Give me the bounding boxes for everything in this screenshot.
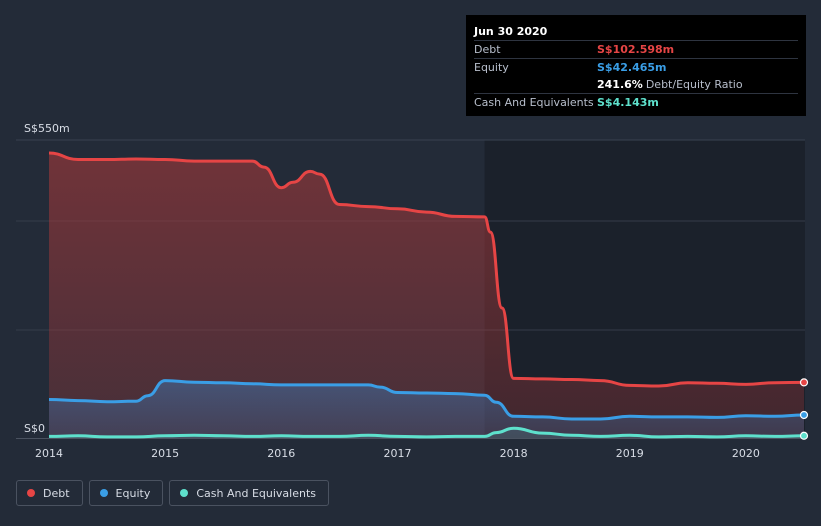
legend-label-equity: Equity (115, 486, 151, 500)
legend-item-equity[interactable]: Equity (88, 480, 164, 506)
chart-legend: Debt Equity Cash And Equivalents (16, 480, 329, 506)
x-tick-label: 2018 (500, 447, 528, 460)
tooltip-row-debt: Debt S$102.598m (474, 40, 798, 58)
legend-label-debt: Debt (43, 486, 70, 500)
tooltip-value-equity: S$42.465m (597, 61, 667, 74)
debt-area (49, 153, 804, 438)
x-tick-label: 2014 (35, 447, 63, 460)
legend-dot-cash (180, 489, 189, 497)
y-axis-top-label: S$550m (24, 122, 70, 135)
tooltip-value-cash: S$4.143m (597, 96, 659, 109)
tooltip-panel: Jun 30 2020 Debt S$102.598m Equity S$42.… (466, 15, 806, 116)
x-tick-label: 2015 (151, 447, 179, 460)
tooltip-row-equity: Equity S$42.465m (474, 58, 798, 76)
tooltip-label-equity: Equity (474, 61, 509, 74)
x-tick-label: 2020 (732, 447, 760, 460)
tooltip-value-debt: S$102.598m (597, 43, 675, 56)
tooltip-label-debt: Debt (474, 43, 501, 56)
y-axis-zero-label: S$0 (24, 422, 45, 435)
debt-endpoint-marker[interactable] (799, 378, 809, 387)
cash-line (48, 426, 805, 439)
tooltip-row-cash: Cash And Equivalents S$4.143m (474, 93, 798, 111)
equity-endpoint-marker[interactable] (799, 410, 809, 420)
legend-item-cash[interactable]: Cash And Equivalents (169, 480, 329, 506)
cash-endpoint-marker[interactable] (799, 431, 809, 440)
debt-equity-chart: S$550m S$0 2014 2015 2016 2017 2018 2019 2020 (16, 122, 809, 460)
x-tick-label: 2017 (383, 447, 411, 460)
x-tick-label: 2016 (267, 447, 295, 460)
legend-item-debt[interactable]: Debt (16, 480, 83, 506)
legend-dot-equity (99, 489, 108, 497)
tooltip-date: Jun 30 2020 (474, 25, 548, 38)
tooltip-value-ratio: 241.6% (597, 78, 643, 91)
equity-area (49, 380, 804, 438)
equity-line (48, 379, 805, 421)
debt-line (48, 151, 805, 388)
tooltip-ratio-caption: Debt/Equity Ratio (645, 78, 743, 91)
legend-dot-debt (27, 489, 35, 497)
legend-label-cash: Cash And Equivalents (196, 486, 316, 500)
x-tick-label: 2019 (616, 447, 644, 460)
tooltip-label-cash: Cash And Equivalents (474, 96, 594, 109)
tooltip-row-ratio: 241.6% Debt/Equity Ratio (474, 76, 798, 93)
tooltip-label-ratio (474, 76, 597, 93)
